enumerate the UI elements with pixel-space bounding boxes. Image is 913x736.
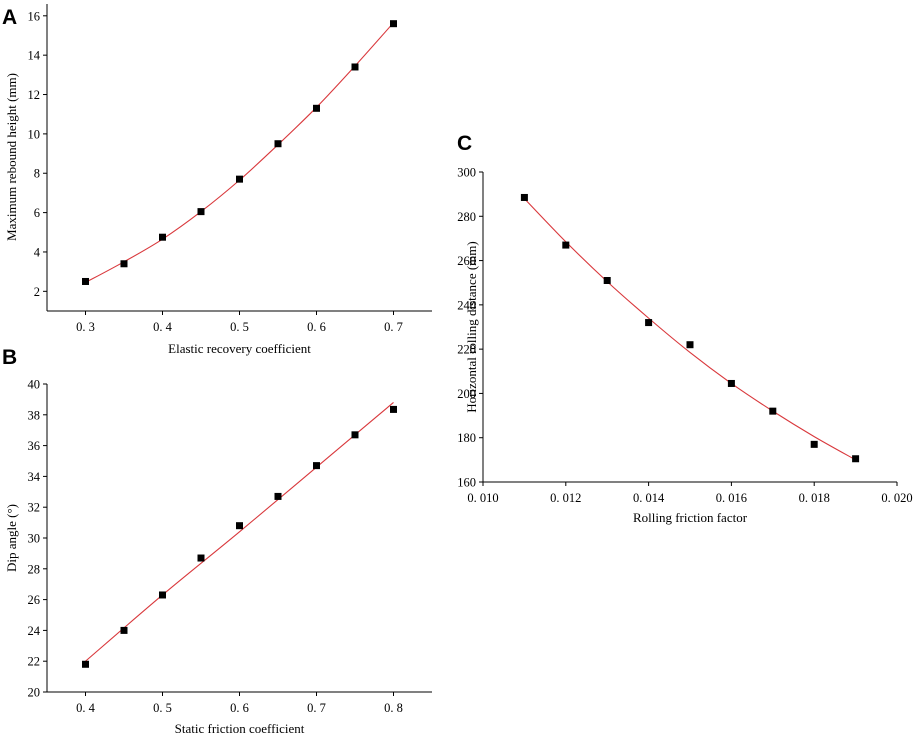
y-tick-label: 180 xyxy=(457,431,476,445)
data-point xyxy=(686,341,694,349)
data-point xyxy=(313,462,320,470)
data-point xyxy=(390,20,397,28)
data-point xyxy=(645,319,653,327)
x-tick-label: 0. 012 xyxy=(550,491,581,505)
data-point xyxy=(236,522,243,530)
y-tick-label: 20 xyxy=(28,686,41,700)
data-point xyxy=(603,277,611,284)
x-tick-label: 0. 6 xyxy=(307,320,326,334)
data-point xyxy=(82,660,89,668)
y-tick-label: 12 xyxy=(28,88,41,102)
y-tick-label: 240 xyxy=(457,298,476,312)
panel-a: A 0. 3 0. 4 0. 5 0. 6 0. 7 2 4 6 8 10 12 14 16 Elastic… xyxy=(2,4,432,356)
y-tick-label: 220 xyxy=(457,343,476,357)
y-tick-label: 16 xyxy=(28,9,41,23)
x-axis-title: Elastic recovery coefficient xyxy=(168,341,311,356)
data-point xyxy=(769,407,777,415)
y-tick-label: 40 xyxy=(28,378,41,392)
x-tick-label: 0. 6 xyxy=(230,701,249,715)
y-tick-label: 26 xyxy=(28,593,41,607)
fit-line xyxy=(524,198,856,461)
y-tick-label: 200 xyxy=(457,387,476,401)
x-tick-label: 0. 7 xyxy=(307,701,326,715)
x-tick-label: 0. 018 xyxy=(799,491,830,505)
x-tick-label: 0. 4 xyxy=(153,320,173,334)
x-tick-label: 0. 8 xyxy=(384,701,403,715)
y-axis-title: Dip angle (°) xyxy=(4,504,19,572)
y-tick-label: 28 xyxy=(28,562,41,576)
panel-letter-b: B xyxy=(2,346,17,369)
data-point xyxy=(810,440,818,448)
x-tick-label: 0. 7 xyxy=(384,320,403,334)
y-tick-label: 30 xyxy=(28,532,41,546)
data-point xyxy=(313,104,320,112)
x-tick-label: 0. 4 xyxy=(76,701,96,715)
y-tick-label: 14 xyxy=(28,49,41,63)
y-tick-label: 34 xyxy=(28,470,41,484)
panel-letter-c: C xyxy=(457,132,472,155)
data-point xyxy=(236,175,243,183)
x-axis-title: Rolling friction factor xyxy=(633,510,748,525)
data-point xyxy=(274,492,282,500)
data-point xyxy=(120,626,128,634)
y-tick-label: 36 xyxy=(28,439,41,453)
fit-line xyxy=(85,22,394,283)
data-point xyxy=(351,63,359,71)
data-point xyxy=(159,591,166,599)
x-tick-label: 0. 014 xyxy=(633,491,665,505)
data-point xyxy=(197,208,205,216)
panel-letter-a: A xyxy=(2,6,17,29)
data-point xyxy=(520,193,528,201)
panel-b: B 0. 4 0. 5 0. 6 0. 7 0. 8 20 22 24 26 28 30 32 34 36 3… xyxy=(2,346,432,736)
y-tick-label: 10 xyxy=(28,127,41,141)
y-tick-label: 32 xyxy=(28,501,41,515)
x-tick-label: 0. 3 xyxy=(76,320,95,334)
data-point xyxy=(159,233,166,241)
y-tick-label: 300 xyxy=(457,166,476,180)
data-point xyxy=(727,379,735,387)
x-tick-label: 0. 010 xyxy=(467,491,498,505)
data-point xyxy=(120,260,128,268)
data-point xyxy=(390,405,397,413)
data-point xyxy=(562,241,570,249)
y-tick-label: 260 xyxy=(457,254,476,268)
x-axis-title: Static friction coefficient xyxy=(175,721,305,736)
y-tick-label: 22 xyxy=(28,655,41,669)
y-tick-label: 280 xyxy=(457,210,476,224)
data-point xyxy=(852,455,860,463)
panel-c: C 0. 010 0. 012 0. 014 0. 016 0. 018 0. 020 160… xyxy=(457,132,913,525)
x-tick-label: 0. 020 xyxy=(881,491,912,505)
y-tick-label: 6 xyxy=(34,206,40,220)
y-axis-title: Maximum rebound height (mm) xyxy=(4,73,19,241)
data-point xyxy=(82,277,89,285)
y-tick-label: 8 xyxy=(34,167,40,181)
x-tick-label: 0. 5 xyxy=(153,701,172,715)
fit-line xyxy=(85,402,394,662)
y-tick-label: 24 xyxy=(28,624,41,638)
x-tick-label: 0. 5 xyxy=(230,320,249,334)
y-tick-label: 2 xyxy=(34,285,40,299)
data-point xyxy=(274,140,282,148)
y-tick-label: 160 xyxy=(457,476,476,490)
data-point xyxy=(197,554,205,562)
data-point xyxy=(351,431,359,439)
y-tick-label: 4 xyxy=(34,245,41,259)
y-tick-label: 38 xyxy=(28,408,41,422)
x-tick-label: 0. 016 xyxy=(716,491,747,505)
y-axis-title: Horizontal rolling distance (mm) xyxy=(464,241,479,412)
